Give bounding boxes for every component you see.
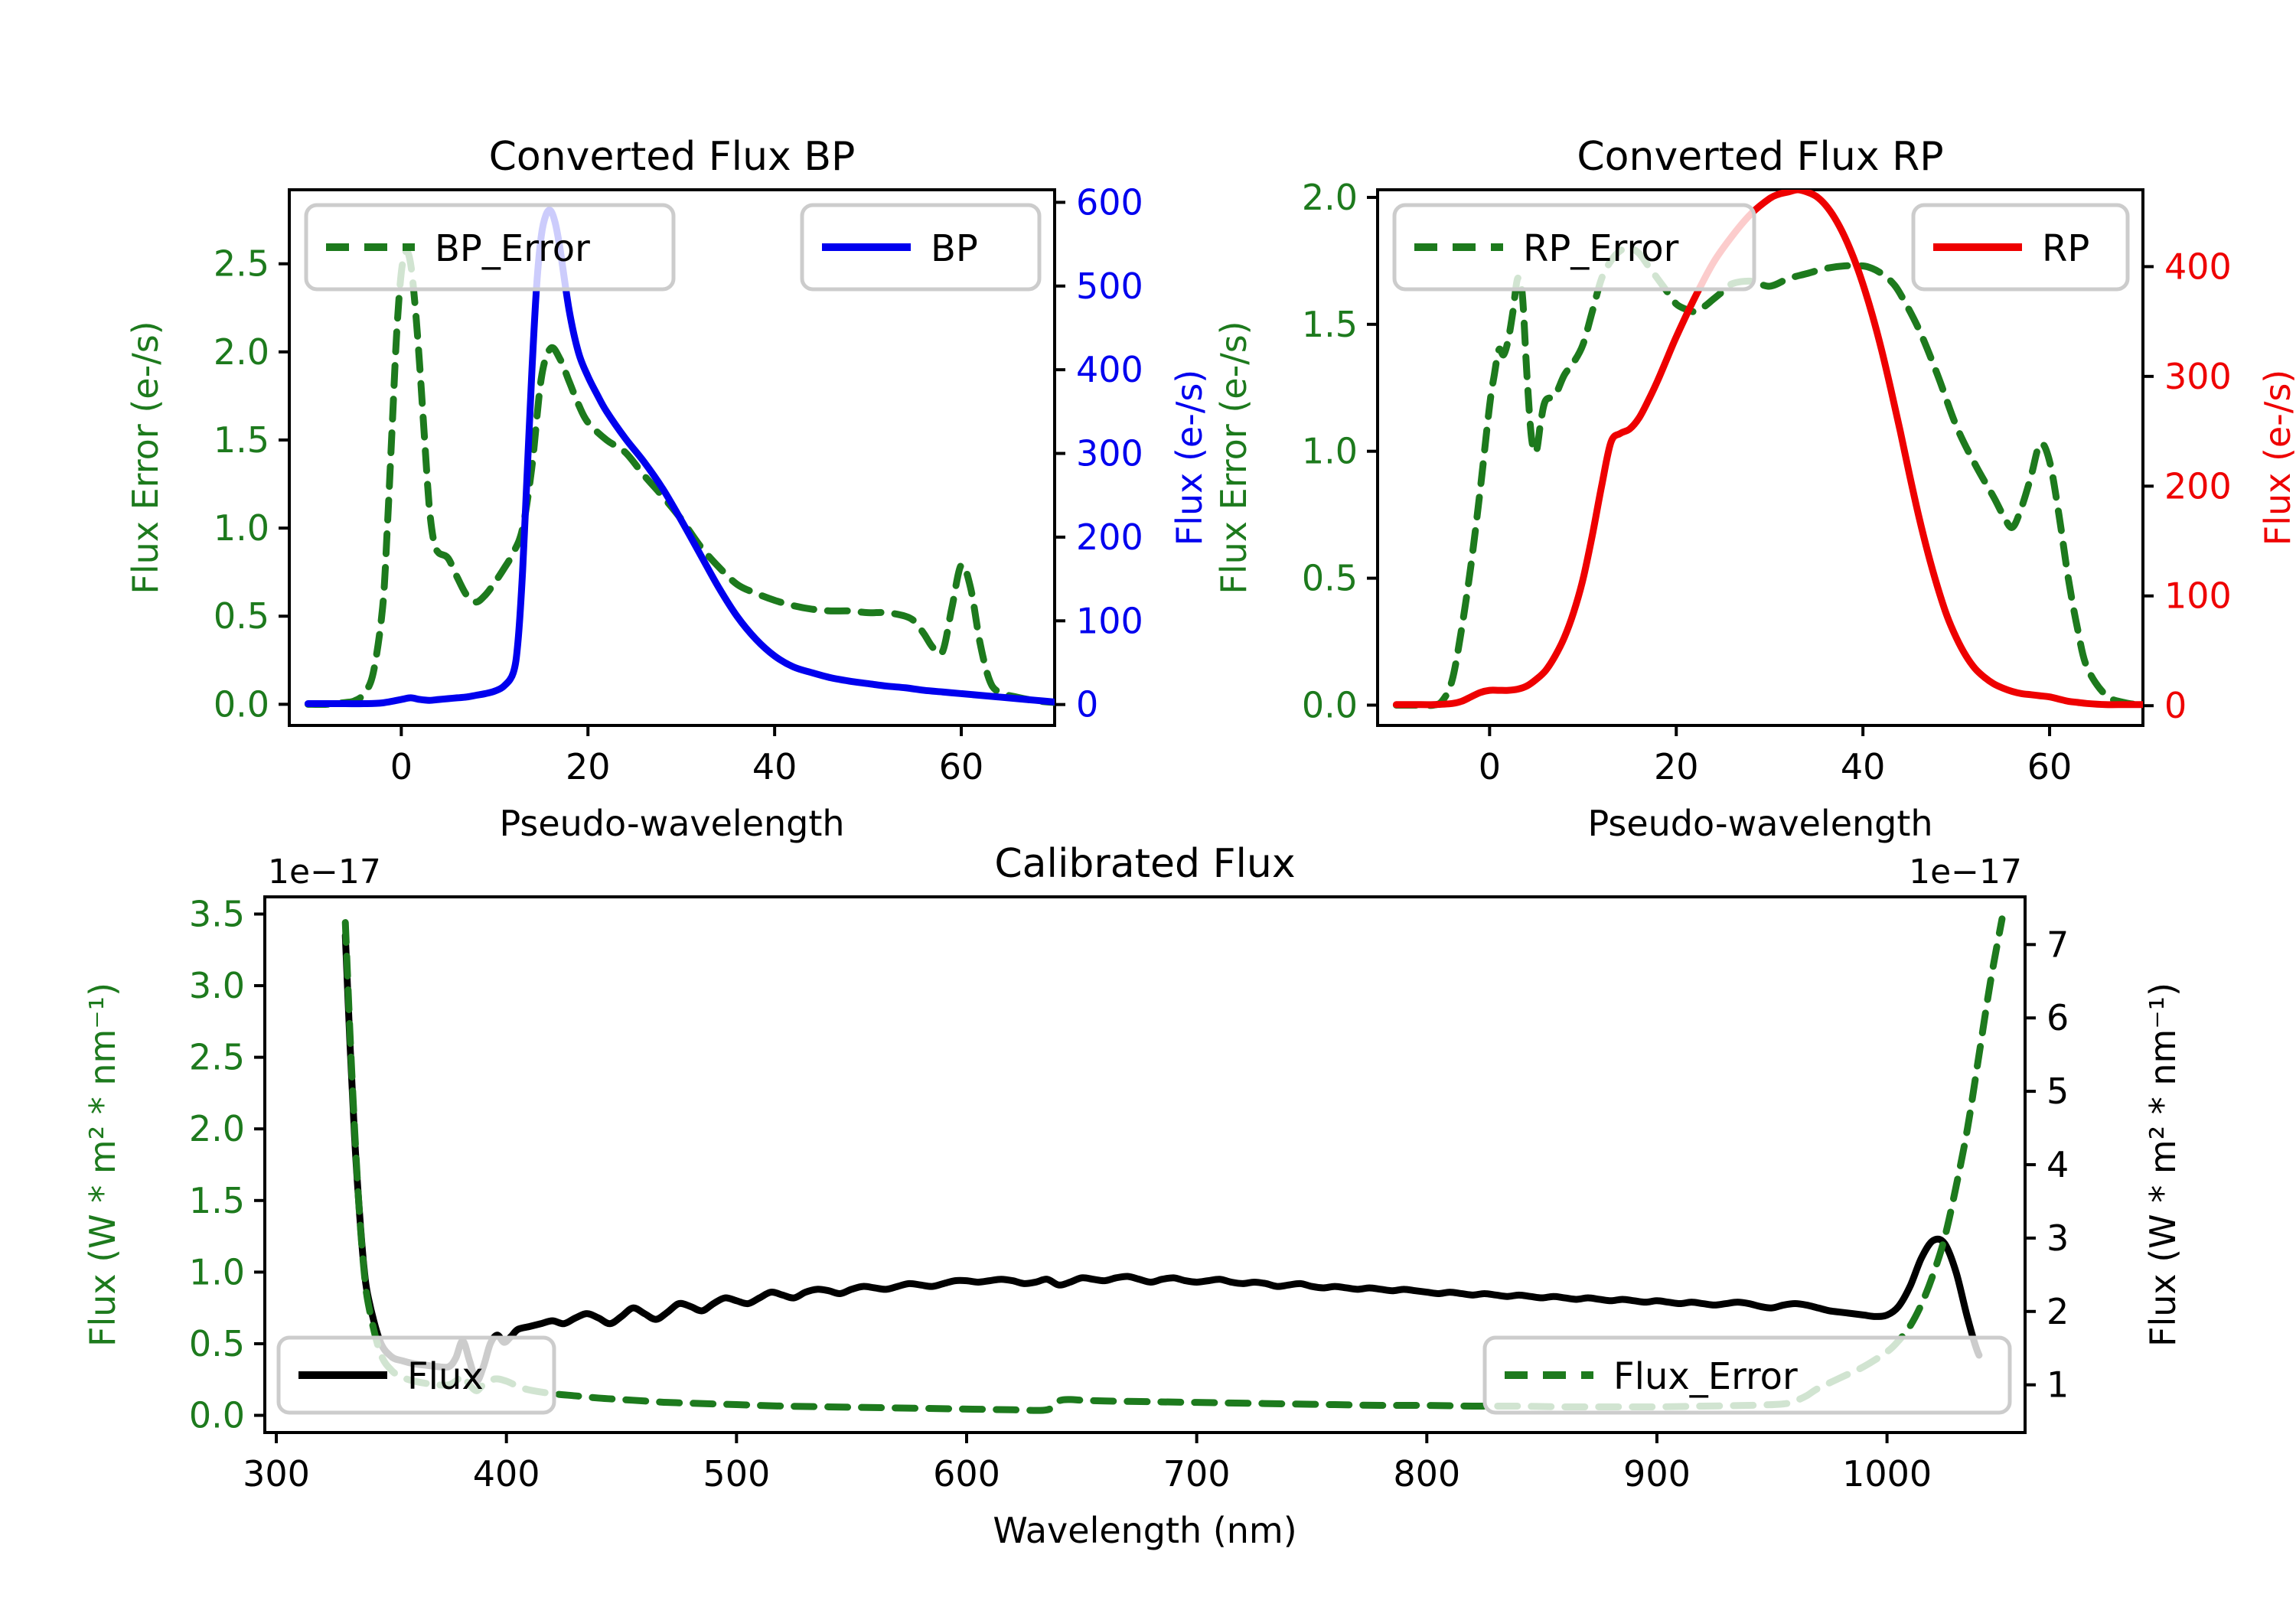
y-tick-label-right: 0 (1076, 684, 1098, 725)
y-tick-label-left: 1.5 (189, 1180, 245, 1221)
y-tick-label-left: 0.0 (1302, 684, 1358, 725)
x-tick-label: 40 (752, 746, 797, 787)
plot-area (1392, 190, 2143, 709)
y-tick-label-right: 100 (2164, 575, 2232, 617)
y-tick-label-right: 400 (1076, 349, 1143, 390)
y-tick-label-right: 5 (2047, 1071, 2069, 1112)
x-tick-label: 700 (1163, 1453, 1231, 1495)
y-tick-label-left: 2.0 (189, 1108, 245, 1149)
y-tick-label-left: 2.0 (1302, 177, 1358, 218)
x-tick-label: 300 (243, 1453, 310, 1495)
y-tick-label-right: 600 (1076, 181, 1143, 223)
panel-converted-flux-bp-ylabel-left: Flux Error (e-/s) (125, 321, 166, 594)
y-tick-label-right: 6 (2047, 997, 2069, 1038)
x-tick-label: 60 (939, 746, 984, 787)
x-tick-label: 40 (1841, 746, 1886, 787)
y-tick-label-left: 2.0 (214, 331, 269, 373)
panel-converted-flux-bp-ylabel-right: Flux (e-/s) (1169, 370, 1210, 546)
series-line-bp_error (304, 247, 1055, 709)
legend-flux[interactable]: Flux (276, 1335, 556, 1415)
y-tick-label-left: 3.5 (189, 893, 245, 934)
legend-label: RP (2042, 227, 2089, 270)
x-tick-label: 20 (1654, 746, 1699, 787)
legend-box (304, 203, 676, 292)
x-tick-label: 400 (473, 1453, 540, 1495)
y-tick-label-left: 0.0 (214, 683, 269, 725)
legend-label: BP (931, 227, 978, 270)
x-tick-label: 20 (566, 746, 611, 787)
panel-converted-flux-rp-xlabel: Pseudo-wavelength (1587, 803, 1932, 844)
legend-bp[interactable]: BP (800, 203, 1042, 292)
y-tick-label-left: 1.0 (189, 1251, 245, 1292)
y-tick-label-right: 200 (2164, 465, 2232, 507)
y-tick-label-right: 100 (1076, 600, 1143, 641)
panel-calibrated-flux: 300 400 500 600 700 800 900 1000 Wavelength (nm)… (82, 841, 2183, 1551)
panel-calibrated-flux-xlabel: Wavelength (nm) (993, 1510, 1296, 1551)
offset-label-right: 1e−17 (1909, 852, 2022, 892)
y-tick-label-right: 500 (1076, 266, 1143, 307)
y-tick-label-left: 2.5 (214, 243, 269, 285)
x-tick-label: 800 (1393, 1453, 1460, 1495)
y-tick-label-left: 0.0 (189, 1395, 245, 1436)
y-tick-label-left: 0.5 (214, 595, 269, 637)
legend-bp_error[interactable]: BP_Error (304, 203, 676, 292)
legend-box (1482, 1335, 2012, 1415)
y-tick-label-left: 1.5 (214, 419, 269, 461)
legend-label: Flux_Error (1613, 1355, 1798, 1398)
legend-box (800, 203, 1042, 292)
series-line-rp_error (1392, 244, 2143, 709)
panel-calibrated-flux-title: Calibrated Flux (994, 841, 1295, 887)
panel-converted-flux-rp-ylabel-left: Flux Error (e-/s) (1213, 321, 1254, 594)
offset-label-left: 1e−17 (268, 852, 381, 892)
x-tick-label: 0 (1479, 746, 1501, 787)
panel-calibrated-flux-ylabel-left: Flux (W * m² * nm⁻¹) (82, 983, 123, 1347)
x-tick-label: 900 (1623, 1453, 1691, 1495)
y-tick-label-left: 0.5 (1302, 558, 1358, 599)
y-tick-label-left: 0.5 (189, 1323, 245, 1364)
x-tick-label: 0 (390, 746, 413, 787)
y-tick-label-left: 1.0 (214, 507, 269, 549)
x-tick-label: 60 (2027, 746, 2073, 787)
panel-converted-flux-rp-title: Converted Flux RP (1577, 134, 1943, 180)
panel-converted-flux-bp-xlabel: Pseudo-wavelength (499, 803, 844, 844)
panel-converted-flux-bp-title: Converted Flux BP (489, 134, 856, 180)
legend-flux_error[interactable]: Flux_Error (1482, 1335, 2012, 1415)
x-tick-label: 1000 (1842, 1453, 1932, 1495)
x-tick-label: 500 (703, 1453, 770, 1495)
y-tick-label-right: 4 (2047, 1144, 2069, 1185)
x-tick-label: 600 (933, 1453, 1000, 1495)
y-tick-label-left: 3.0 (189, 965, 245, 1006)
legend-label: Flux (407, 1355, 484, 1398)
legend-box (1392, 203, 1756, 292)
y-tick-label-right: 400 (2164, 246, 2232, 287)
y-tick-label-right: 300 (2164, 356, 2232, 397)
y-tick-label-left: 2.5 (189, 1037, 245, 1078)
panel-converted-flux-rp: 0 20 40 60 Pseudo-wavelength 0.0 0.5 1.0 1.5 2.0 F… (1213, 134, 2296, 844)
legend-box (276, 1335, 556, 1415)
y-tick-label-right: 300 (1076, 433, 1143, 474)
series-line-rp (1392, 190, 2143, 709)
y-tick-label-right: 0 (2164, 685, 2187, 726)
legend-rp[interactable]: RP (1911, 203, 2130, 292)
series-line-flux (341, 932, 1983, 1385)
y-tick-label-left: 1.0 (1302, 431, 1358, 472)
legend-label: BP_Error (435, 227, 590, 270)
y-tick-label-left: 1.5 (1302, 304, 1358, 345)
y-tick-label-right: 200 (1076, 517, 1143, 558)
y-tick-label-right: 1 (2047, 1364, 2069, 1406)
y-tick-label-right: 7 (2047, 924, 2069, 965)
panel-converted-flux-rp-ylabel-right: Flux (e-/s) (2257, 370, 2296, 546)
y-tick-label-right: 2 (2047, 1291, 2069, 1332)
panel-calibrated-flux-ylabel-right: Flux (W * m² * nm⁻¹) (2142, 983, 2183, 1347)
plot-frame (288, 188, 1056, 727)
legend-rp_error[interactable]: RP_Error (1392, 203, 1756, 292)
y-tick-label-right: 3 (2047, 1217, 2069, 1259)
panel-converted-flux-bp: 0 20 40 60 Pseudo-wavelength 0.0 0.5 1.0 1.5 2.0 2… (125, 134, 1210, 844)
legend-label: RP_Error (1523, 227, 1679, 270)
plot-frame (1376, 188, 2144, 727)
